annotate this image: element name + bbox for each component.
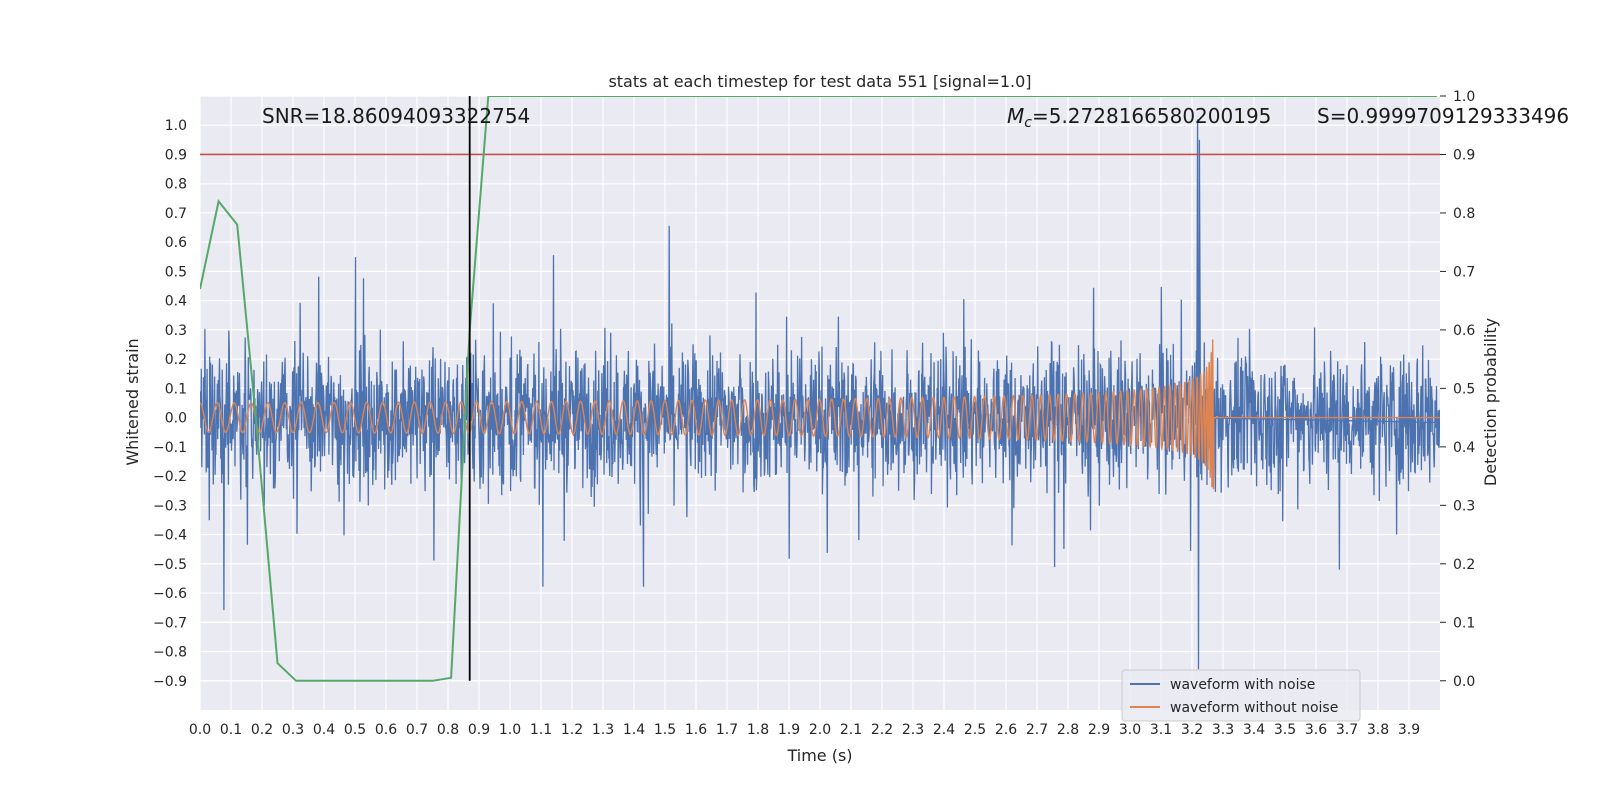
x-tick-label: 1.9 [778, 722, 800, 738]
x-tick-label: 3.6 [1305, 722, 1327, 738]
chart-title: stats at each timestep for test data 551… [608, 72, 1031, 91]
x-tick-label: 3.4 [1243, 722, 1265, 738]
y-tick-label: 0.2 [165, 352, 187, 368]
x-tick-label: 3.3 [1212, 722, 1234, 738]
y-tick-label: 0.1 [165, 381, 187, 397]
series-layer [200, 96, 1440, 682]
x-tick-label: 2.9 [1088, 722, 1110, 738]
x-tick-label: 1.2 [561, 722, 583, 738]
x-tick-label: 1.8 [747, 722, 769, 738]
y-tick-label: 0.5 [165, 264, 187, 280]
y-tick-label: 1.0 [165, 118, 187, 134]
chirp-mass-annotation: Mc=5.2728166580200195 [1007, 104, 1271, 131]
y-tick-label: 0.0 [165, 411, 187, 427]
y-right-tick-labels: 1.0 0.9 0.8 0.7 0.6 0.5 0.4 0.3 0.2 0.1 0.0 [1440, 89, 1475, 690]
x-tick-label: 0.6 [375, 722, 397, 738]
y-right-tick-label: 1.0 [1453, 89, 1475, 105]
x-tick-label: 2.6 [995, 722, 1017, 738]
x-tick-label: 3.1 [1150, 722, 1172, 738]
x-tick-label: 3.2 [1181, 722, 1203, 738]
x-tick-label: 1.6 [685, 722, 707, 738]
x-tick-label: 0.3 [282, 722, 304, 738]
x-tick-label: 1.4 [623, 722, 645, 738]
x-tick-label: 0.1 [220, 722, 242, 738]
legend-label-clean: waveform without noise [1170, 700, 1338, 716]
y-right-tick-label: 0.9 [1453, 147, 1475, 163]
y-right-tick-label: 0.4 [1453, 440, 1475, 456]
y-tick-label: −0.3 [153, 498, 187, 514]
y-right-tick-label: 0.5 [1453, 381, 1475, 397]
detection-probability-line [200, 96, 1437, 682]
y-right-tick-label: 0.3 [1453, 498, 1475, 514]
x-tick-label: 0.2 [251, 722, 273, 738]
y-right-tick-label: 0.2 [1453, 557, 1475, 573]
x-tick-labels: 0.0 0.1 0.2 0.3 0.4 0.5 0.6 0.7 0.8 0.9 1.0 1.1 1.2 1… [189, 722, 1420, 738]
y-tick-label: −0.1 [153, 440, 187, 456]
legend-box [1121, 669, 1361, 722]
x-tick-label: 2.7 [1026, 722, 1048, 738]
x-tick-label: 3.8 [1367, 722, 1389, 738]
x-tick-label: 2.5 [964, 722, 986, 738]
x-tick-label: 2.0 [809, 722, 831, 738]
x-tick-label: 0.5 [344, 722, 366, 738]
s-annotation: S=0.9999709129333496 [1317, 104, 1569, 128]
x-tick-label: 1.5 [654, 722, 676, 738]
x-tick-label: 0.7 [406, 722, 428, 738]
x-tick-label: 3.9 [1398, 722, 1420, 738]
y-right-tick-label: 0.0 [1453, 674, 1475, 690]
y-tick-label: −0.2 [153, 469, 187, 485]
y-right-tick-label: 0.7 [1453, 264, 1475, 280]
x-tick-label: 1.3 [592, 722, 614, 738]
x-tick-label: 1.0 [499, 722, 521, 738]
x-tick-label: 0.9 [468, 722, 490, 738]
y-tick-label: 0.3 [165, 323, 187, 339]
y-tick-label: −0.5 [153, 557, 187, 573]
x-tick-label: 1.7 [716, 722, 738, 738]
y-tick-label: 0.9 [165, 147, 187, 163]
y-right-tick-label: 0.6 [1453, 323, 1475, 339]
x-tick-label: 2.2 [871, 722, 893, 738]
x-tick-label: 2.8 [1057, 722, 1079, 738]
x-tick-label: 0.8 [437, 722, 459, 738]
y-tick-label: 0.8 [165, 177, 187, 193]
x-tick-label: 3.0 [1119, 722, 1141, 738]
snr-annotation: SNR=18.86094093322754 [262, 104, 530, 128]
y-tick-label: 0.6 [165, 235, 187, 251]
x-tick-label: 2.3 [902, 722, 924, 738]
y-right-tick-label: 0.8 [1453, 206, 1475, 222]
y-tick-label: −0.4 [153, 528, 187, 544]
x-tick-label: 0.4 [313, 722, 335, 738]
chirp-mass-subscript: c [1024, 115, 1032, 131]
x-tick-label: 1.1 [530, 722, 552, 738]
legend: waveform with noise waveform without noi… [1121, 669, 1361, 722]
y-tick-label: −0.7 [153, 615, 187, 631]
chirp-mass-value: =5.2728166580200195 [1032, 104, 1271, 128]
y-tick-label: −0.9 [153, 674, 187, 690]
x-tick-label: 2.4 [933, 722, 955, 738]
y-right-tick-label: 0.1 [1453, 615, 1475, 631]
y-tick-label: −0.6 [153, 586, 187, 602]
x-tick-label: 0.0 [189, 722, 211, 738]
chirp-mass-symbol: M [1007, 104, 1024, 128]
x-tick-label: 3.7 [1336, 722, 1358, 738]
x-tick-label: 2.1 [840, 722, 862, 738]
y-axis-label: Whitened strain [123, 338, 142, 465]
y-tick-labels: 1.0 0.9 0.8 0.7 0.6 0.5 0.4 0.3 0.2 0.1 0.0 −0.1 −0.… [153, 118, 187, 690]
y-tick-label: 0.7 [165, 206, 187, 222]
clean-waveform-line [200, 339, 1440, 490]
x-tick-label: 3.5 [1274, 722, 1296, 738]
y-tick-label: −0.8 [153, 645, 187, 661]
noisy-waveform-line [200, 119, 1440, 670]
legend-label-noisy: waveform with noise [1170, 677, 1315, 693]
y-right-axis-label: Detection probability [1481, 318, 1500, 486]
x-axis-label: Time (s) [786, 746, 852, 765]
y-tick-label: 0.4 [165, 294, 187, 310]
